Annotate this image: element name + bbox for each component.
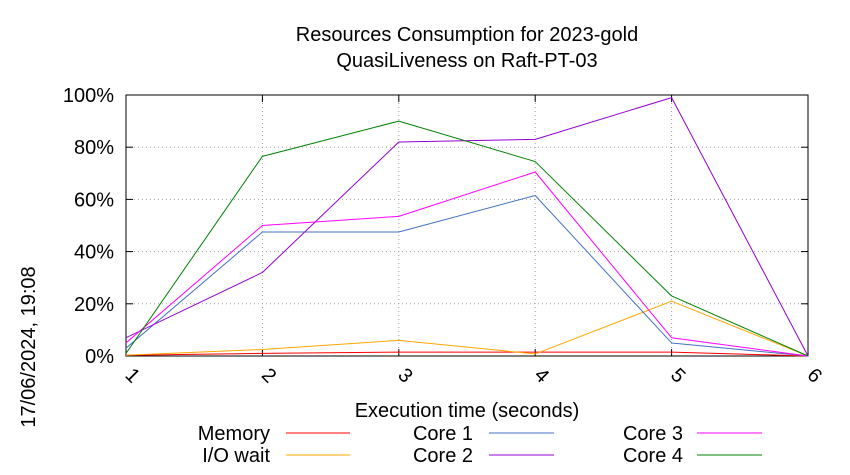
data-series [125, 97, 809, 357]
legend-label: Memory [198, 423, 270, 445]
series-line-core-3 [125, 171, 809, 357]
x-tick-label: 3 [393, 364, 416, 387]
y-tick-label: 20% [74, 294, 114, 316]
x-tick-label: 5 [666, 364, 689, 387]
y-tick-label: 40% [74, 242, 114, 264]
x-axis-label: Execution time (seconds) [355, 400, 580, 422]
x-tick-label: 2 [257, 364, 280, 387]
plot-border [125, 94, 809, 357]
timestamp: 17/06/2024, 19:08 [18, 266, 40, 427]
legend-label: Core 1 [413, 423, 473, 445]
y-axis-ticks: 0% 20% 40% 60% 80% 100% [63, 85, 808, 368]
chart-title-line-2: QuasiLiveness on Raft-PT-03 [336, 50, 597, 72]
legend-label: Core 4 [623, 445, 683, 467]
legend-label: Core 3 [623, 423, 683, 445]
y-tick-label: 0% [85, 346, 114, 368]
chart-title-line-1: Resources Consumption for 2023-gold [296, 24, 638, 46]
y-tick-label: 80% [74, 137, 114, 159]
legend-label: Core 2 [413, 445, 473, 467]
series-line-core-2 [125, 97, 809, 357]
x-tick-label: 4 [530, 364, 553, 387]
chart-title: Resources Consumption for 2023-gold Quas… [296, 24, 638, 72]
x-tick-label: 6 [803, 364, 826, 387]
series-line-core-1 [125, 194, 809, 357]
series-line-core-4 [125, 120, 809, 357]
y-tick-label: 60% [74, 189, 114, 211]
grid-lines [126, 95, 808, 356]
x-tick-label: 1 [121, 364, 144, 387]
legend-label: I/O wait [202, 445, 270, 467]
y-tick-label: 100% [63, 85, 114, 107]
series-line-i-o-wait [125, 300, 809, 357]
x-axis-ticks: 1 2 3 4 5 6 [121, 95, 826, 387]
series-line-memory [125, 351, 809, 357]
